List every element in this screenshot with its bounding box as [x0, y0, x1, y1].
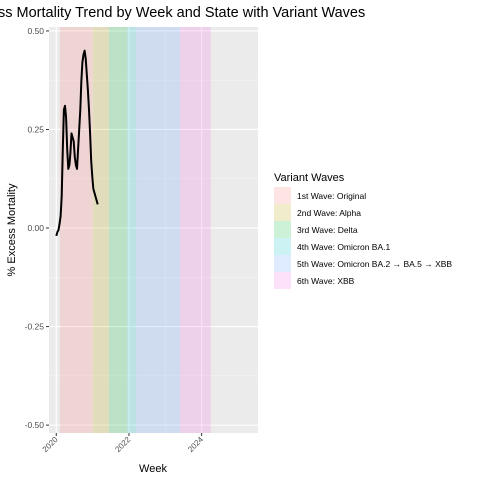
y-axis-label: % Excess Mortality [6, 183, 18, 276]
x-axis-label: Week [139, 463, 167, 475]
y-tick-label: 0.50 [27, 26, 44, 36]
wave-band [179, 27, 211, 433]
wave-band [92, 27, 109, 433]
legend-label: 1st Wave: Original [297, 191, 366, 201]
legend-swatch [274, 221, 291, 238]
y-tick-label: 0.25 [27, 124, 44, 134]
wave-band [108, 27, 128, 433]
x-tick-label: 2024 [186, 435, 205, 454]
y-axis-ticks: -0.50 -0.25 0.00 0.25 0.50 [25, 26, 49, 430]
legend-swatch [274, 187, 291, 204]
legend-title: Variant Waves [274, 172, 345, 184]
x-axis-ticks: 2020 2022 2024 [41, 433, 205, 454]
x-tick-label: 2022 [113, 435, 132, 454]
legend-key-background [274, 272, 291, 289]
legend-label: 3rd Wave: Delta [297, 225, 358, 235]
legend-key-background [274, 255, 291, 272]
chart-title: ss Mortality Trend by Week and State wit… [0, 5, 365, 21]
legend-label: 2nd Wave: Alpha [297, 208, 361, 218]
series-lines [55, 49, 99, 237]
grid-lines [49, 27, 258, 433]
legend-swatch [274, 204, 291, 221]
legend-swatch [274, 238, 291, 255]
legend-key-background [274, 204, 291, 221]
legend-label: 5th Wave: Omicron BA.2 → BA.5 → XBB [297, 259, 452, 269]
legend-swatch [274, 272, 291, 289]
y-tick-label: -0.25 [25, 322, 45, 332]
y-tick-label: 0.00 [27, 223, 44, 233]
legend-label: 6th Wave: XBB [297, 276, 355, 286]
wave-band [127, 27, 137, 433]
y-tick-label: -0.50 [25, 420, 45, 430]
legend-key-background [274, 187, 291, 204]
plot-panel [49, 27, 258, 433]
x-tick-label: 2020 [41, 435, 60, 454]
series-line [55, 49, 99, 237]
legend-key-background [274, 221, 291, 238]
legend: Variant Waves 1st Wave: Original 2nd Wave… [274, 172, 452, 289]
variant-wave-bands [59, 27, 211, 433]
wave-band [136, 27, 180, 433]
legend-label: 4th Wave: Omicron BA.1 [297, 242, 390, 252]
legend-swatch [274, 255, 291, 272]
legend-items: 1st Wave: Original 2nd Wave: Alpha 3rd Wav… [274, 187, 452, 289]
legend-key-background [274, 238, 291, 255]
